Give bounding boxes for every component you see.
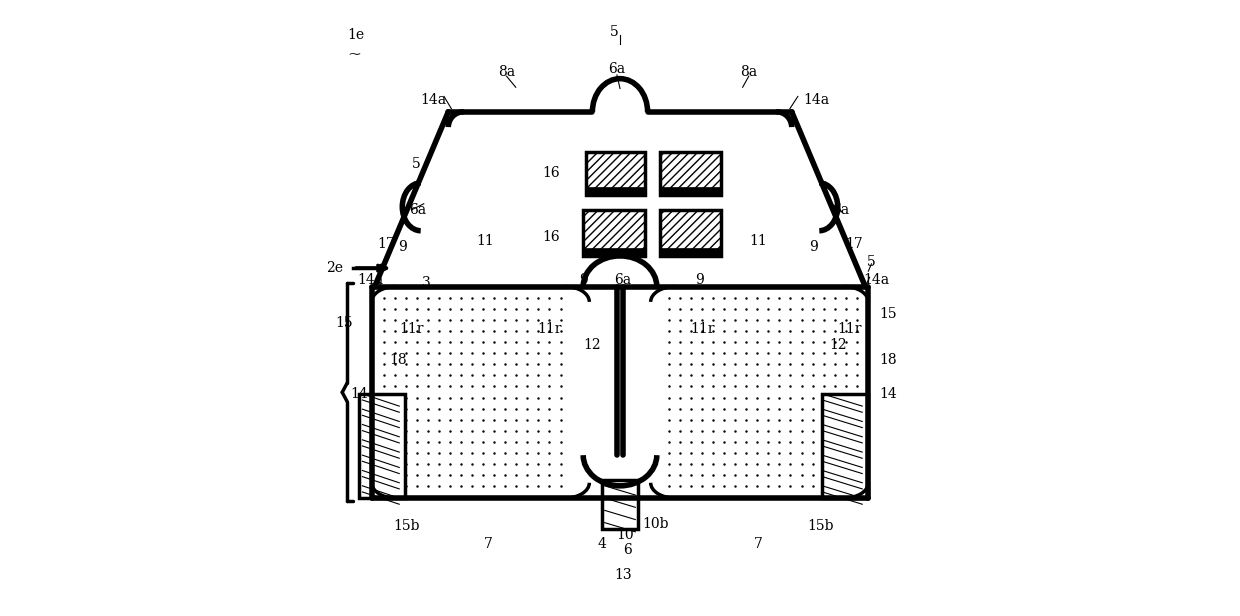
Text: 18: 18 <box>389 353 407 367</box>
Bar <box>660 248 722 256</box>
Text: 9: 9 <box>398 240 407 254</box>
Bar <box>360 394 405 498</box>
Text: 13: 13 <box>614 568 632 582</box>
Bar <box>660 152 722 195</box>
Bar <box>374 290 556 495</box>
Text: 2e: 2e <box>326 261 342 275</box>
Text: 9: 9 <box>808 240 817 254</box>
Bar <box>587 187 645 195</box>
Text: 6: 6 <box>624 543 632 557</box>
Bar <box>660 187 722 195</box>
Text: 3: 3 <box>423 277 432 291</box>
Text: 16: 16 <box>543 230 560 245</box>
Text: 14a: 14a <box>357 274 383 288</box>
Text: 9: 9 <box>696 274 704 288</box>
Text: 11: 11 <box>476 233 494 248</box>
Text: 15b: 15b <box>393 519 420 533</box>
Text: 11r: 11r <box>537 322 562 336</box>
Bar <box>660 210 722 256</box>
Text: 15: 15 <box>335 317 352 330</box>
Text: 5: 5 <box>412 157 420 171</box>
Text: 8a: 8a <box>740 65 758 79</box>
Text: 5: 5 <box>867 255 875 269</box>
Text: 1e: 1e <box>347 28 365 42</box>
Text: 14a: 14a <box>420 92 446 107</box>
Bar <box>587 152 645 195</box>
Text: 10: 10 <box>616 528 634 542</box>
Text: 15b: 15b <box>807 519 833 533</box>
Bar <box>583 248 645 256</box>
Text: 5: 5 <box>610 25 619 39</box>
Bar <box>601 480 639 529</box>
Text: 9: 9 <box>579 274 588 288</box>
Text: 11: 11 <box>749 233 766 248</box>
Text: 17: 17 <box>377 237 394 251</box>
Text: 14: 14 <box>879 387 898 401</box>
Text: 11r: 11r <box>838 322 862 336</box>
Text: ~: ~ <box>347 45 361 62</box>
Text: 10b: 10b <box>642 517 668 531</box>
Text: 7: 7 <box>754 537 763 551</box>
Text: 7: 7 <box>484 537 492 551</box>
Text: 16: 16 <box>543 166 560 180</box>
Text: 4: 4 <box>598 537 606 551</box>
Text: 11r: 11r <box>691 322 715 336</box>
Bar <box>822 394 868 498</box>
Text: 14a: 14a <box>804 92 830 107</box>
Text: 6a: 6a <box>609 62 625 76</box>
Text: 11r: 11r <box>399 322 424 336</box>
Text: 6a: 6a <box>409 203 427 217</box>
Text: 12: 12 <box>584 338 601 352</box>
Text: 8a: 8a <box>498 65 515 79</box>
Text: 14: 14 <box>351 387 368 401</box>
Text: 6a: 6a <box>832 203 849 217</box>
Text: 12: 12 <box>828 338 847 352</box>
Text: 17: 17 <box>846 237 863 251</box>
Text: 15: 15 <box>879 307 897 321</box>
Text: 6a: 6a <box>615 274 631 288</box>
Bar <box>583 210 645 256</box>
Text: 18: 18 <box>879 353 898 367</box>
Text: 14a: 14a <box>863 274 889 288</box>
